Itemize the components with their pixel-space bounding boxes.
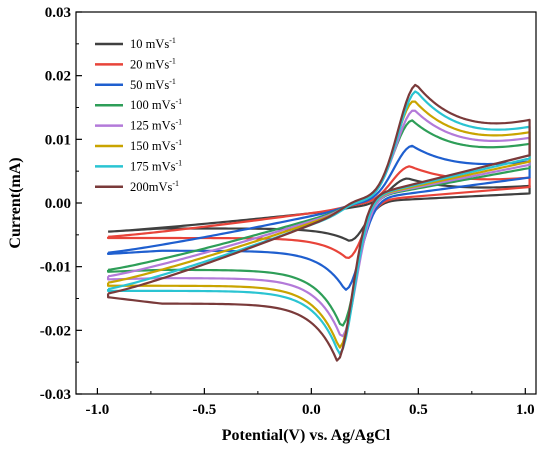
series-line-5 — [106, 100, 531, 349]
y-tick-label: 0.01 — [45, 132, 71, 148]
y-tick-label: -0.01 — [40, 260, 71, 276]
legend-label-5: 150 mVs-1 — [130, 138, 182, 153]
legend: 10 mVs-1 20 mVs-1 50 mVs-1 100 mVs-1 125 mVs… — [95, 36, 182, 194]
x-axis-title: Potential(V) vs. Ag/AgCl — [222, 427, 391, 444]
y-tick-label: -0.02 — [40, 323, 71, 339]
legend-label-7: 200mVs-1 — [130, 179, 179, 194]
y-tick-label: 0.03 — [45, 5, 71, 21]
series-line-7 — [106, 83, 531, 362]
x-tick-label: 0.0 — [302, 402, 321, 418]
legend-label-3: 100 mVs-1 — [130, 97, 182, 112]
y-tick-label: 0.00 — [45, 196, 71, 212]
legend-label-4: 125 mVs-1 — [130, 118, 182, 133]
series-line-6 — [106, 90, 531, 355]
legend-label-2: 50 mVs-1 — [130, 77, 176, 92]
series-line-4 — [106, 109, 531, 338]
series-line-3 — [106, 119, 531, 327]
legend-label-0: 10 mVs-1 — [130, 36, 176, 51]
legend-label-6: 175 mVs-1 — [130, 158, 182, 173]
axes: -1.0 -0.5 0.0 0.5 1.0 -0.03 -0.02 -0.01 0.00 0.01… — [40, 5, 537, 418]
x-tick-label: 0.5 — [409, 402, 428, 418]
y-tick-label: 0.02 — [45, 69, 71, 85]
series-line-2 — [106, 144, 531, 291]
x-tick-label: -1.0 — [86, 402, 110, 418]
plot-area — [106, 83, 531, 362]
legend-label-1: 20 mVs-1 — [130, 56, 176, 71]
y-tick-label: -0.03 — [40, 387, 71, 403]
x-tick-label: -0.5 — [192, 402, 216, 418]
y-axis-title: Current(mA) — [7, 157, 24, 248]
x-tick-label: 1.0 — [516, 402, 535, 418]
